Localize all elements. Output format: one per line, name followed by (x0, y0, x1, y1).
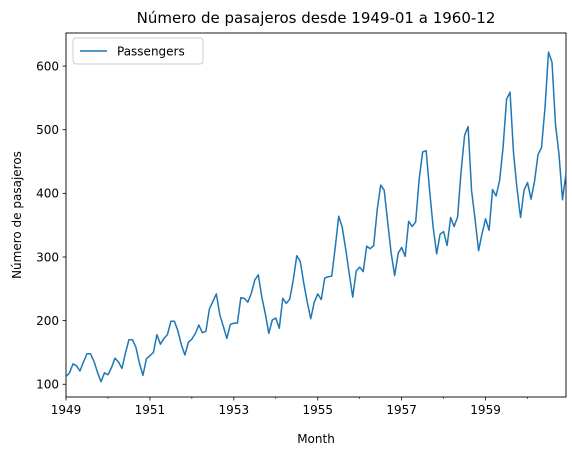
axes-frame (65, 32, 567, 398)
x-tick-label: 1953 (219, 403, 250, 417)
y-tick-label: 300 (36, 250, 59, 264)
x-tick-label: 1951 (135, 403, 166, 417)
x-tick-label: 1949 (51, 403, 82, 417)
series-line-passengers (64, 51, 567, 383)
y-axis-label: Número de pasajeros (10, 151, 24, 279)
series-layer (64, 51, 567, 383)
legend: Passengers (72, 37, 204, 65)
y-tick-label: 600 (36, 59, 59, 73)
y-tick-label: 500 (36, 123, 59, 137)
x-tick-label: 1959 (470, 403, 501, 417)
x-tick-label: 1957 (386, 403, 417, 417)
y-tick-label: 100 (36, 378, 59, 392)
x-axis: 1949 1951 1953 1955 1957 1959 (51, 397, 528, 417)
legend-label-passengers: Passengers (117, 45, 185, 59)
y-axis: 100 200 300 400 500 600 (36, 59, 66, 392)
x-axis-label: Month (297, 432, 335, 446)
x-tick-label: 1955 (302, 403, 333, 417)
chart-title: Número de pasajeros desde 1949-01 a 1960… (137, 9, 496, 27)
y-tick-label: 200 (36, 314, 59, 328)
y-tick-label: 400 (36, 187, 59, 201)
legend-box (72, 37, 204, 65)
